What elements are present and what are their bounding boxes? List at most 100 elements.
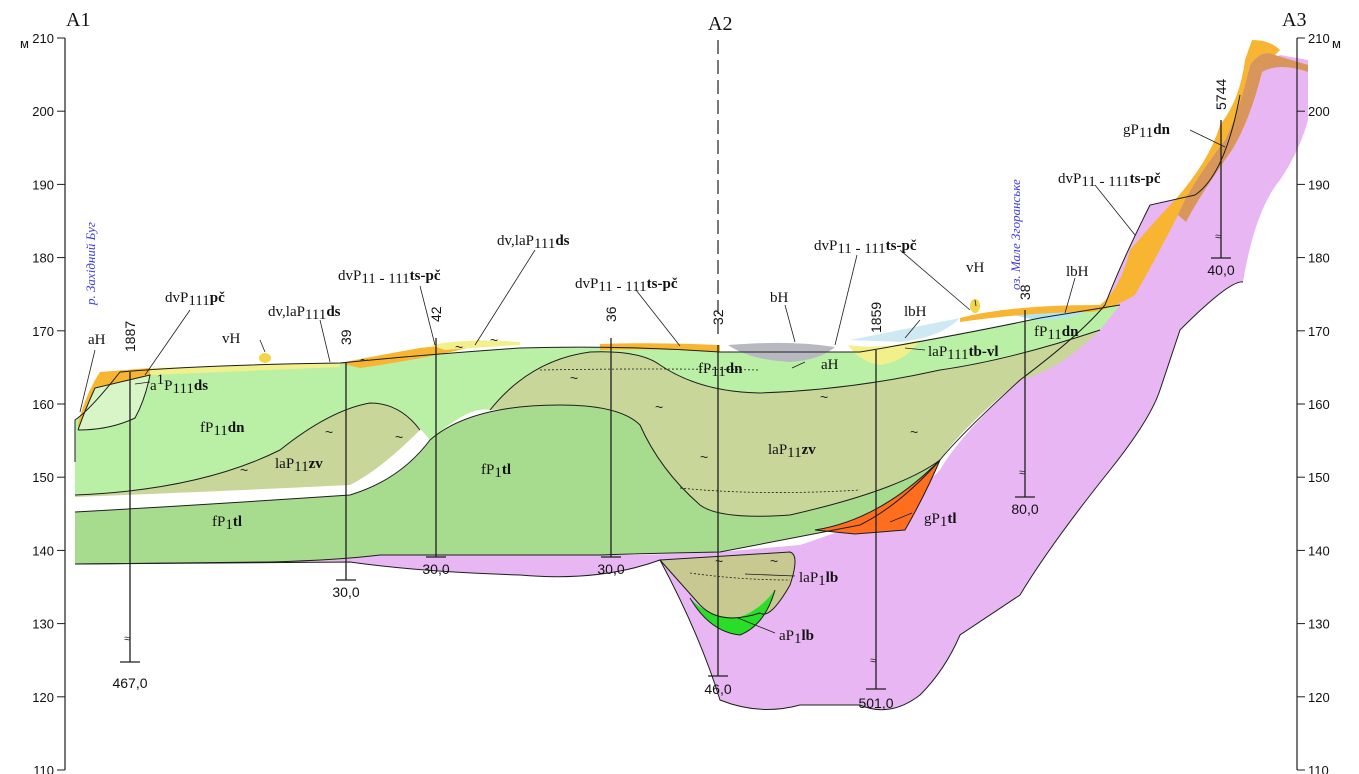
label-fP11dn-right: fP11dn — [1034, 324, 1079, 343]
right-tick-label: 160 — [1308, 397, 1330, 412]
left-tick-label: 210 — [32, 31, 54, 46]
label-fP1tl-mid: fP1tl — [481, 462, 511, 481]
right-tick-label: 150 — [1308, 470, 1330, 485]
label-gP1tl: gP1tl — [924, 511, 957, 530]
label-lbH-right: lbH — [1066, 264, 1089, 280]
svg-text:≈: ≈ — [124, 633, 130, 645]
svg-text:~: ~ — [700, 449, 708, 465]
svg-text:~: ~ — [770, 553, 778, 569]
right-tick-label: 140 — [1308, 543, 1330, 558]
well-depth: 46,0 — [704, 681, 731, 697]
well-depth: 30,0 — [422, 561, 449, 577]
well-id: 38 — [1017, 284, 1033, 300]
well-depth: 30,0 — [332, 584, 359, 600]
label-gP11dn: gP11dn — [1123, 122, 1171, 141]
label-laP11zv-left: laP11zv — [275, 456, 323, 475]
svg-text:~: ~ — [655, 399, 663, 415]
label-fP1tl-left: fP1tl — [212, 514, 242, 533]
label-dvla-ds-mid: dv,laP111ds — [497, 233, 570, 252]
well-depth: 40,0 — [1207, 262, 1234, 278]
left-tick-label: 160 — [32, 397, 54, 412]
label-dvP111pc: dvP111pč — [165, 290, 225, 309]
well-id: 42 — [428, 306, 444, 322]
label-aH: aH — [88, 332, 106, 348]
a1P111ds-unit — [78, 375, 150, 430]
wells — [120, 120, 1231, 690]
svg-text:≈: ≈ — [1019, 467, 1025, 479]
river-label: р. Західний Буг — [83, 222, 98, 306]
dvla-ds-mid — [430, 340, 520, 350]
svg-text:≈: ≈ — [1215, 231, 1221, 243]
svg-text:~: ~ — [490, 332, 498, 348]
well-depth: 30,0 — [597, 561, 624, 577]
left-tick-label: 150 — [32, 470, 54, 485]
left-tick-label: 170 — [32, 324, 54, 339]
gP1tl-unit — [815, 460, 940, 534]
well-depth: 467,0 — [112, 675, 147, 691]
well-ids: 1887 39 42 36 32 1859 38 5744 — [122, 79, 1229, 352]
corner-a2: A2 — [708, 13, 732, 35]
label-dvP-ts-pc-a: dvP11 - 111ts-pč — [338, 268, 441, 287]
right-tick-label: 190 — [1308, 177, 1330, 192]
wave-symbols: ~ ~ ~ ~ ~ ~ ~ ~ ~ ~ ~ ~ ~ — [240, 332, 918, 569]
left-tick-label: 120 — [32, 690, 54, 705]
label-dvP-ts-pc-b: dvP11 - 111ts-pč — [575, 276, 678, 295]
well-id: 1859 — [868, 302, 884, 333]
label-laP111tbvl: laP111tb-vl — [928, 344, 999, 363]
well-id: 36 — [603, 306, 619, 322]
right-tick-label: 170 — [1308, 324, 1330, 339]
aP1lb-unit — [690, 590, 775, 635]
label-bH: bH — [770, 290, 789, 306]
facies-dotted — [539, 368, 861, 581]
label-fP11dn-center: fP11dn — [698, 361, 743, 380]
well-id: 1887 — [122, 321, 138, 352]
dv-right-slope — [960, 40, 1280, 322]
laP1lb-unit — [660, 552, 795, 618]
well-id: 39 — [338, 329, 354, 345]
svg-text:~: ~ — [570, 370, 578, 386]
well-depths: 467,0 30,0 30,0 30,0 46,0 501,0 80,0 40,0 — [112, 262, 1234, 711]
vH-spot-left — [259, 353, 271, 363]
well-depth: 501,0 — [858, 695, 893, 711]
well-id: 32 — [710, 309, 726, 325]
label-dvP-ts-pc-d: dvP11 - 111ts-pč — [1058, 171, 1161, 190]
svg-text:≈: ≈ — [870, 655, 876, 667]
svg-text:~: ~ — [820, 389, 828, 405]
corner-a3: A3 — [1282, 9, 1306, 31]
left-tick-label: 110 — [33, 763, 54, 774]
laP11zv-left-unit — [75, 403, 420, 497]
right-tick-label: 200 — [1308, 104, 1330, 119]
fP1tl-unit — [75, 405, 940, 564]
label-dvla-ds-left: dv,laP111ds — [268, 304, 341, 323]
right-axis-unit: м — [1332, 36, 1341, 51]
left-tick-label: 200 — [32, 104, 54, 119]
svg-text:~: ~ — [360, 352, 368, 368]
left-tick-label: 180 — [32, 251, 54, 266]
well-depth: 80,0 — [1011, 501, 1038, 517]
label-lbH-mid: lbH — [904, 304, 927, 320]
left-tick-label: 190 — [32, 177, 54, 192]
axis-ticks: 210 210 200 200 190 190 180 180 170 170 160 160 150 1… — [32, 31, 1329, 774]
bedrock-unit — [75, 55, 1308, 710]
svg-text:~: ~ — [910, 424, 918, 440]
well-id: 5744 — [1213, 79, 1229, 110]
label-laP11zv-right: laP11zv — [768, 442, 816, 461]
label-a1P111ds: a1P111ds — [150, 372, 208, 397]
svg-text:~: ~ — [325, 424, 333, 440]
corner-a1: A1 — [66, 9, 90, 31]
right-tick-label: 110 — [1308, 763, 1329, 774]
label-vH-right: vH — [966, 260, 985, 276]
laP111tbvl-unit — [848, 340, 920, 365]
right-tick-label: 210 — [1308, 31, 1330, 46]
right-tick-label: 130 — [1308, 617, 1330, 632]
laP11zv-right-unit — [490, 330, 1100, 517]
vH-spot-right — [970, 299, 980, 313]
right-tick-label: 120 — [1308, 690, 1330, 705]
lake-label: оз. Мале Згоранське — [1008, 179, 1023, 290]
leaders — [79, 129, 1226, 634]
label-laP1lb: laP1lb — [799, 570, 838, 589]
boundaries — [74, 94, 1244, 711]
label-aP1lb: aP1lb — [779, 628, 814, 647]
well-breaks: ≈ ≈ ≈ ≈ — [124, 231, 1221, 667]
